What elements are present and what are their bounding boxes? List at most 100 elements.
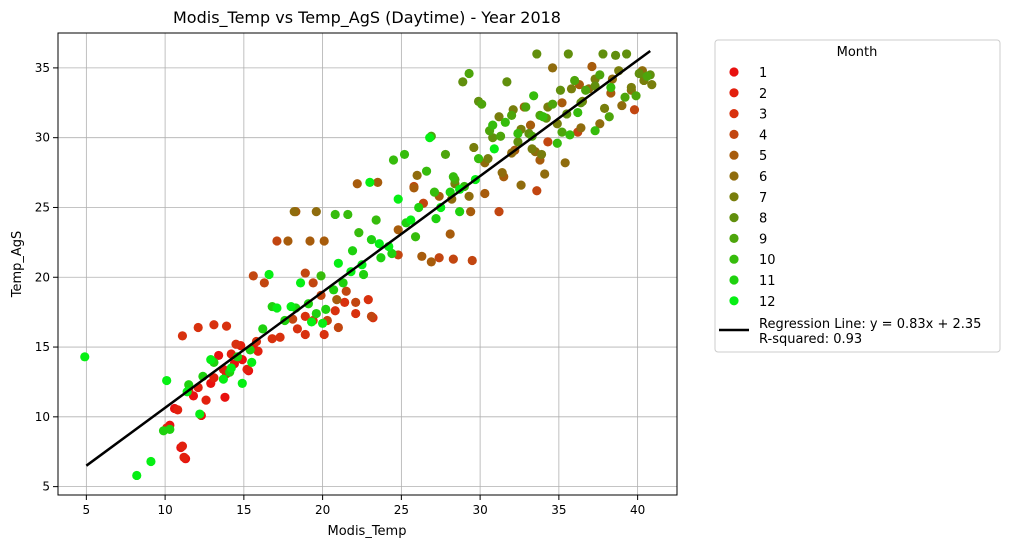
data-point — [425, 133, 435, 143]
data-point — [621, 49, 632, 59]
data-point — [547, 99, 558, 109]
data-point — [173, 405, 183, 415]
data-point — [264, 269, 274, 280]
data-point — [469, 142, 479, 153]
legend-frame — [714, 39, 1001, 353]
data-point — [563, 49, 573, 59]
data-point — [347, 246, 358, 256]
data-point — [209, 373, 219, 383]
data-point — [458, 77, 468, 87]
data-point — [354, 227, 364, 238]
data-point — [507, 110, 517, 120]
data-point — [604, 112, 614, 122]
data-point — [330, 306, 340, 316]
data-point — [581, 85, 591, 95]
legend-marker — [729, 296, 739, 306]
plot-area-frame — [57, 32, 678, 496]
data-point — [529, 91, 539, 101]
data-point — [333, 258, 343, 268]
data-point — [366, 311, 377, 321]
legend-label: 10 — [759, 253, 776, 268]
y-tick-label: 25 — [35, 200, 50, 214]
data-point — [590, 126, 600, 136]
data-point — [445, 187, 455, 197]
data-point — [494, 112, 504, 122]
legend-marker — [729, 171, 739, 181]
data-point — [634, 68, 644, 79]
data-point — [547, 63, 558, 73]
data-point — [283, 236, 293, 246]
data-point — [629, 105, 640, 115]
data-point — [598, 49, 608, 59]
data-point — [373, 177, 383, 187]
data-point — [388, 155, 399, 165]
data-point — [289, 207, 299, 217]
data-point — [565, 130, 575, 140]
y-axis-ticks: 5 10 15 20 25 30 35 — [35, 61, 58, 494]
legend-marker — [729, 88, 739, 98]
y-tick-label: 35 — [35, 61, 50, 75]
data-point — [642, 71, 652, 81]
x-tick-label: 35 — [551, 503, 566, 517]
data-point — [543, 137, 553, 147]
data-point — [455, 207, 465, 217]
chart-title: Modis_Temp vs Temp_AgS (Daytime) - Year … — [173, 8, 561, 28]
data-point — [566, 84, 577, 94]
data-point — [201, 395, 211, 405]
data-point — [206, 355, 216, 365]
x-tick-label: 10 — [157, 503, 172, 517]
data-point — [521, 102, 531, 112]
data-point — [329, 285, 339, 295]
data-point — [410, 232, 421, 242]
data-point — [587, 61, 597, 72]
data-point — [540, 169, 550, 179]
data-point — [237, 378, 247, 388]
data-point — [489, 144, 499, 154]
data-point — [538, 112, 548, 122]
data-point — [184, 380, 194, 390]
data-point — [409, 183, 419, 193]
data-point — [513, 137, 523, 147]
legend-label: 4 — [759, 128, 767, 143]
data-point — [292, 324, 303, 334]
data-point — [387, 248, 397, 259]
legend-label: 6 — [759, 170, 767, 185]
data-point — [272, 236, 282, 246]
y-tick-label: 5 — [42, 480, 50, 494]
legend-marker — [729, 233, 739, 243]
data-point — [220, 392, 230, 402]
legend-marker — [729, 129, 739, 139]
data-point — [573, 107, 583, 118]
legend-label: 11 — [759, 274, 776, 289]
data-point — [374, 239, 384, 249]
data-point — [272, 303, 282, 313]
data-point — [560, 158, 570, 168]
legend-label: 2 — [759, 87, 767, 102]
y-tick-label: 15 — [35, 340, 50, 354]
data-point — [532, 186, 542, 196]
data-point — [393, 194, 403, 204]
y-tick-label: 30 — [35, 131, 50, 145]
x-tick-label: 15 — [236, 503, 251, 517]
x-tick-label: 5 — [83, 503, 91, 517]
data-point — [80, 352, 90, 362]
data-point — [306, 317, 317, 327]
data-point — [502, 77, 512, 87]
data-point — [258, 324, 268, 334]
legend-marker — [729, 150, 739, 160]
data-point — [232, 352, 243, 362]
data-point — [500, 117, 510, 127]
data-point — [606, 82, 616, 93]
data-point — [195, 409, 205, 419]
data-point — [300, 329, 310, 340]
data-point — [477, 99, 487, 109]
data-point — [483, 154, 493, 164]
legend-marker — [729, 275, 739, 285]
data-point — [295, 278, 306, 288]
data-point — [406, 215, 416, 225]
data-point — [179, 452, 189, 462]
data-point — [495, 131, 506, 141]
data-point — [631, 91, 641, 101]
data-point — [351, 297, 361, 307]
data-point — [358, 269, 369, 280]
